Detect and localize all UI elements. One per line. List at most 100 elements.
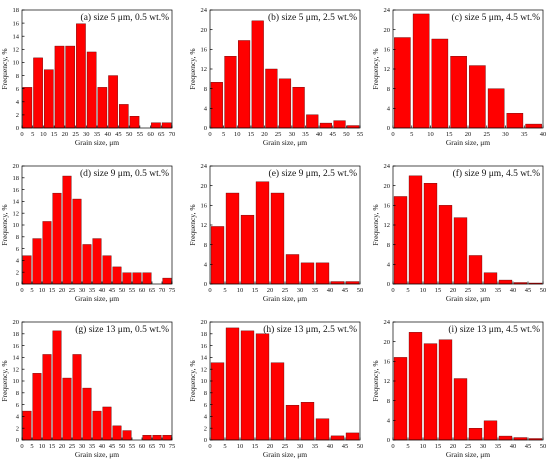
histogram-bar <box>270 362 285 441</box>
histogram-bar <box>498 435 513 441</box>
y-tick-label: 12 <box>201 366 208 373</box>
y-tick-label: 12 <box>201 66 208 73</box>
x-tick-label: 10 <box>420 287 427 294</box>
x-tick-label: 75 <box>169 443 176 450</box>
x-tick-label: 35 <box>302 131 309 138</box>
histogram-bar <box>513 437 528 441</box>
x-tick-label: 70 <box>169 131 176 138</box>
x-tick-label: 30 <box>480 287 487 294</box>
y-tick-label: 14 <box>201 355 208 362</box>
y-tick-label: 20 <box>201 183 208 190</box>
histogram-bar <box>92 238 102 285</box>
x-tick-label: 30 <box>289 131 296 138</box>
y-tick-label: 16 <box>384 203 391 210</box>
histogram-bar <box>431 38 449 129</box>
histogram-bar <box>487 88 505 129</box>
histogram-panel-6: 0 5 10 15 20 25 30 35 40 45 50 0 4 8 12 16 20 24 (f) size … <box>371 163 546 303</box>
histogram-bar <box>52 330 62 441</box>
y-tick-label: 4 <box>204 414 208 421</box>
histogram-bar <box>453 217 468 285</box>
x-tick-label: 15 <box>49 443 56 450</box>
histogram-bar <box>423 183 438 285</box>
x-tick-label: 65 <box>149 287 156 294</box>
x-tick-label: 50 <box>357 443 364 450</box>
y-tick-label: 4 <box>204 262 208 269</box>
x-tick-label: 25 <box>484 131 491 138</box>
y-tick-label: 12 <box>384 66 391 73</box>
x-tick-label: 0 <box>208 443 211 450</box>
histogram-bar <box>65 45 76 129</box>
y-axis-title: Frequency, % <box>188 360 197 401</box>
histogram-bar <box>506 113 524 129</box>
x-tick-label: 35 <box>312 287 319 294</box>
x-tick-label: 15 <box>51 131 58 138</box>
x-tick-label: 20 <box>59 287 66 294</box>
histogram-bar <box>438 339 453 441</box>
y-tick-label: 24 <box>384 163 391 170</box>
y-tick-label: 0 <box>204 437 207 444</box>
y-tick-label: 2 <box>16 269 19 276</box>
panel-title: (e) size 9 μm, 2.5 wt.% <box>269 168 358 179</box>
histogram-bar <box>52 192 62 285</box>
histogram-bar <box>468 428 483 441</box>
histogram-bar <box>292 86 305 129</box>
x-tick-label: 40 <box>99 443 106 450</box>
histogram-bar <box>345 281 360 285</box>
x-tick-label: 5 <box>223 443 226 450</box>
histogram-bar <box>32 238 42 285</box>
panel-title: (i) size 13 μm, 4.5 wt.% <box>448 324 540 335</box>
y-tick-label: 16 <box>201 203 208 210</box>
y-tick-label: 0 <box>204 125 207 132</box>
x-tick-label: 45 <box>342 443 349 450</box>
histogram-bar <box>225 192 240 285</box>
y-tick-label: 24 <box>384 7 391 14</box>
histogram-bar <box>129 115 140 129</box>
x-tick-label: 50 <box>343 131 350 138</box>
histogram-bar <box>162 277 172 285</box>
histogram-bar <box>240 330 255 441</box>
x-axis-title: Grain size, μm <box>263 294 307 303</box>
histogram-bar <box>161 122 172 129</box>
x-tick-label: 30 <box>297 287 304 294</box>
y-tick-label: 20 <box>201 27 208 34</box>
y-tick-label: 6 <box>204 402 208 409</box>
y-tick-label: 8 <box>16 390 19 397</box>
x-tick-label: 30 <box>83 131 90 138</box>
x-tick-label: 40 <box>316 131 323 138</box>
y-axis-title: Frequency, % <box>371 204 380 245</box>
x-tick-label: 35 <box>89 287 96 294</box>
y-tick-label: 0 <box>387 125 390 132</box>
x-tick-label: 30 <box>79 287 86 294</box>
x-tick-label: 45 <box>109 443 116 450</box>
x-tick-label: 40 <box>327 287 334 294</box>
histogram-bar <box>82 244 92 285</box>
histogram-bar <box>393 357 408 441</box>
y-tick-label: 12 <box>13 47 20 54</box>
x-axis-title: Grain size, μm <box>263 450 307 459</box>
x-tick-label: 5 <box>30 443 33 450</box>
histogram-bar <box>151 122 161 129</box>
histogram-panel-8: 0 5 10 15 20 25 30 35 40 45 50 0 2 4 6 8 10 12 14 16 18 20 (h)… <box>188 319 363 459</box>
x-tick-label: 5 <box>406 287 409 294</box>
x-tick-label: 50 <box>357 287 364 294</box>
histogram-bar <box>450 56 467 129</box>
histogram-bar <box>210 226 225 285</box>
x-tick-label: 15 <box>435 287 442 294</box>
histogram-bar <box>210 82 223 129</box>
histogram-bar <box>285 404 300 441</box>
x-tick-label: 75 <box>169 287 176 294</box>
x-tick-label: 5 <box>406 443 409 450</box>
histogram-bar <box>142 435 152 441</box>
x-tick-label: 55 <box>129 287 136 294</box>
x-axis-title: Grain size, μm <box>75 294 119 303</box>
x-tick-label: 0 <box>20 131 23 138</box>
y-tick-label: 18 <box>13 175 20 182</box>
histogram-bar <box>43 69 54 129</box>
x-tick-label: 25 <box>465 287 472 294</box>
histogram-bar <box>102 255 112 285</box>
y-tick-label: 16 <box>13 187 20 194</box>
panel-title: (a) size 5 μm, 0.5 wt.% <box>81 12 170 23</box>
x-tick-label: 15 <box>248 131 255 138</box>
x-tick-label: 25 <box>69 287 76 294</box>
x-tick-label: 10 <box>39 287 46 294</box>
